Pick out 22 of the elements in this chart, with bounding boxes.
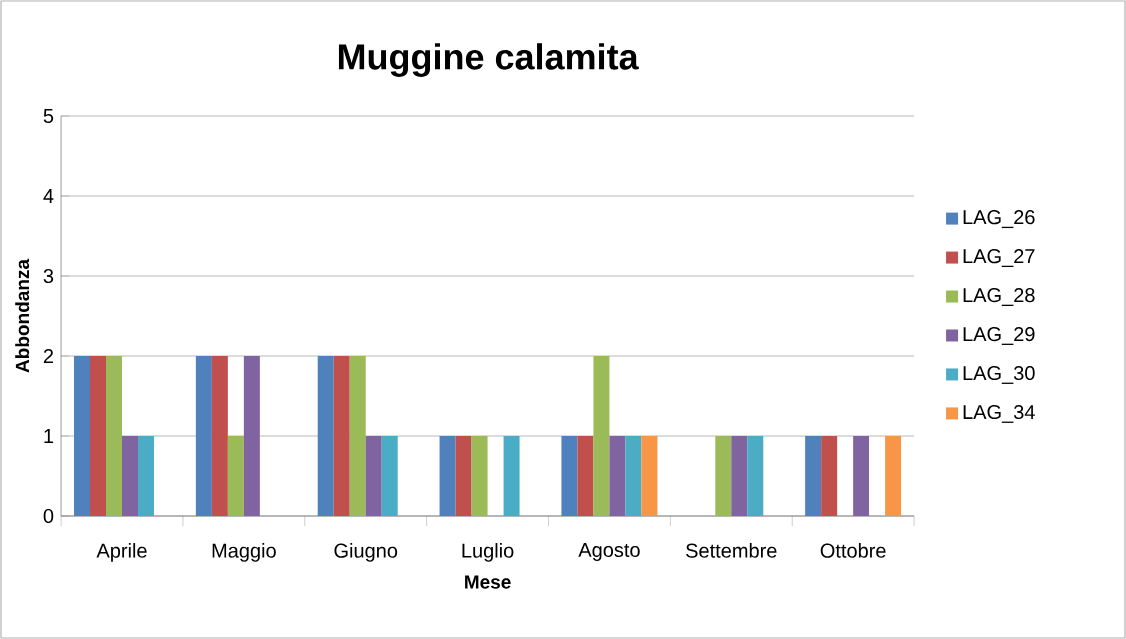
y-tick-label: 1 [44, 429, 54, 443]
legend-label: LAG_27 [963, 249, 1035, 268]
x-tick-label: Giugno [334, 543, 398, 562]
y-tick-label: 0 [43, 508, 54, 524]
y-tick-label: 3 [43, 268, 54, 284]
y-axis-title: Abbondanza [15, 258, 30, 373]
chart-title: Muggine calamita [338, 43, 639, 77]
y-tick-label: 2 [43, 349, 54, 363]
legend-label: LAG_29 [963, 327, 1035, 345]
y-tick-label: 5 [43, 109, 54, 123]
x-tick-label: Ottobre [820, 543, 886, 558]
x-axis-title: Mese [465, 575, 511, 589]
legend-label: LAG_28 [963, 288, 1035, 306]
x-tick-label: Maggio [212, 543, 276, 562]
legend-label: LAG_26 [963, 210, 1035, 229]
x-tick-label: Settembre [686, 543, 777, 558]
legend-label: LAG_30 [963, 365, 1035, 384]
legend-label: LAG_34 [963, 404, 1035, 423]
x-tick-label: Luglio [462, 543, 514, 562]
y-tick-label: 4 [43, 189, 54, 203]
x-tick-label: Aprile [96, 543, 147, 562]
x-tick-label: Agosto [578, 543, 640, 561]
